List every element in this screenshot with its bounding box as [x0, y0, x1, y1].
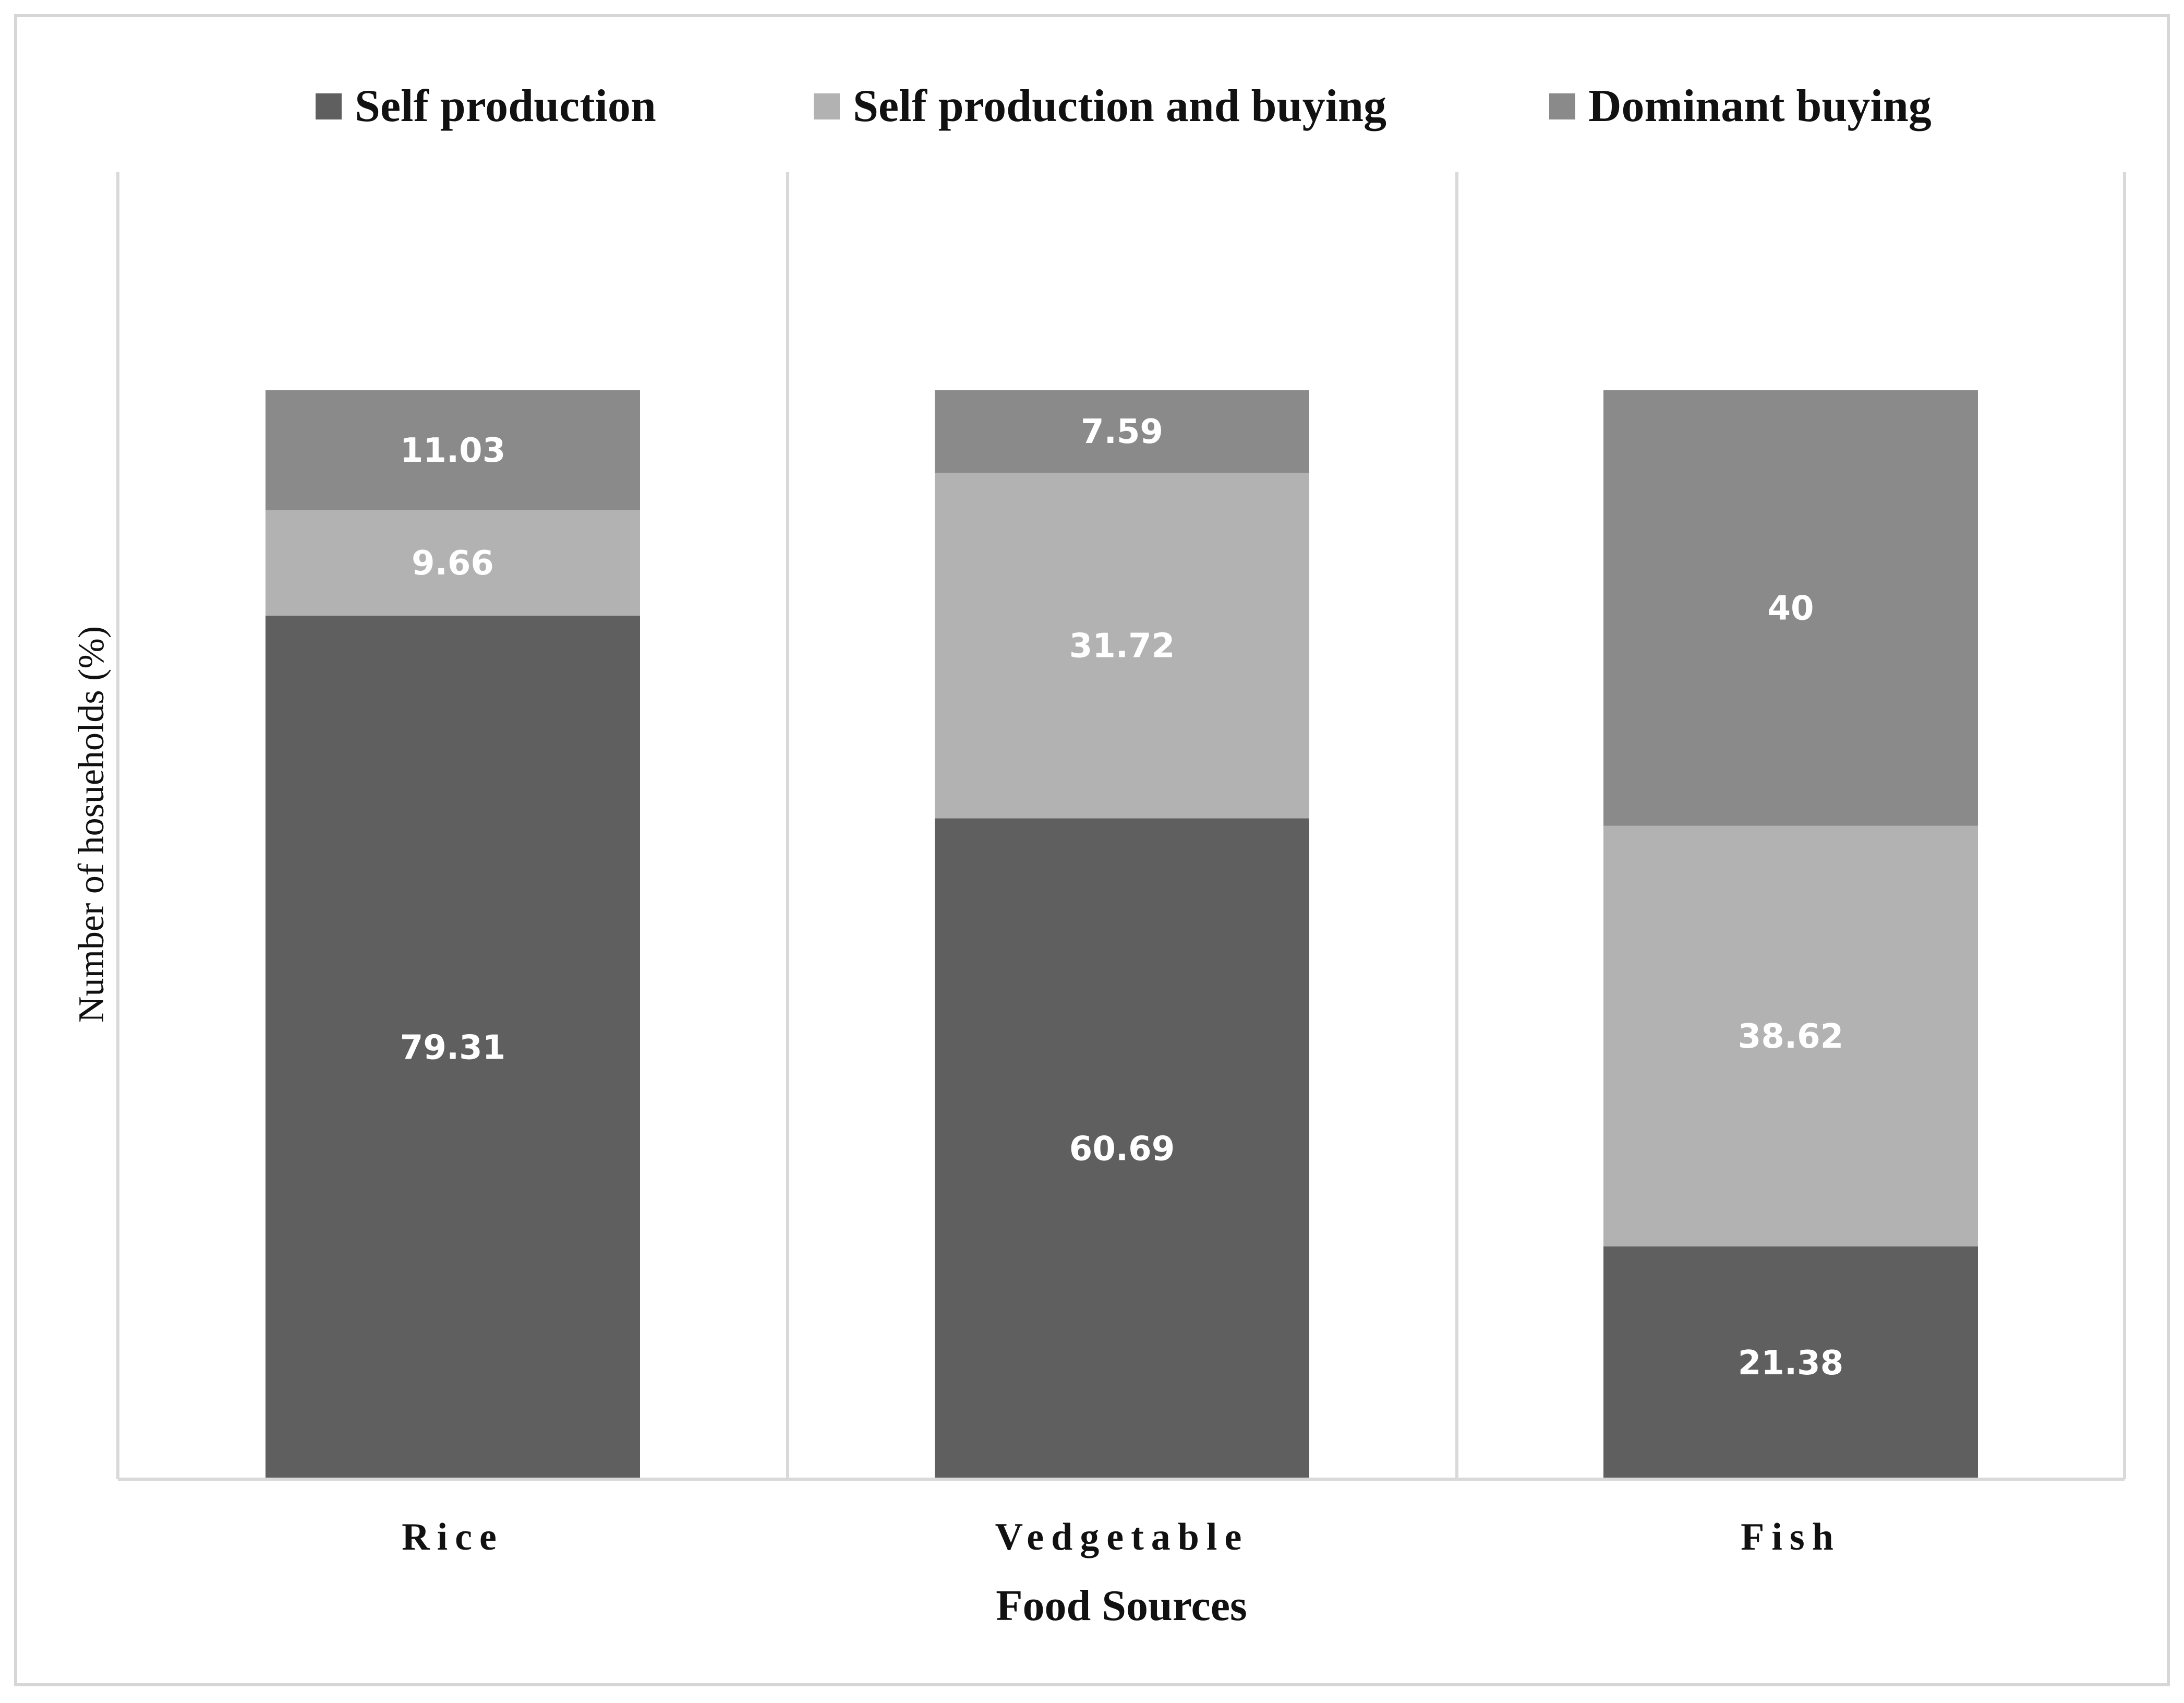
bar-vedgetable-self-production [935, 818, 1309, 1479]
data-label-fish-dominant-buying: 40 [1767, 589, 1814, 628]
data-label-vedgetable-self-production-and-buying: 31.72 [1069, 627, 1175, 665]
x-axis-ticks: Rice Vedgetable Fish [402, 1516, 1841, 1558]
x-tick-label-rice: Rice [402, 1516, 504, 1558]
plot-frame [116, 172, 2126, 1479]
legend-label-dominant-buying: Dominant buying [1588, 81, 1932, 131]
bar-fish-self-production-and-buying [1603, 825, 1978, 1246]
legend: Self production Self production and buyi… [316, 81, 1932, 131]
bar-rice-dominant-buying [266, 390, 640, 511]
legend-swatch-dominant-buying [1549, 93, 1575, 119]
x-tick-label-fish: Fish [1741, 1516, 1841, 1558]
legend-swatch-self-production [316, 93, 342, 119]
bar-rice-self-production [266, 615, 640, 1479]
legend-label-self-production: Self production [355, 81, 656, 131]
data-label-vedgetable-self-production: 60.69 [1069, 1130, 1175, 1169]
x-axis-title: Food Sources [996, 1581, 1247, 1630]
bar-fish-dominant-buying [1603, 390, 1978, 826]
bar-vedgetable-dominant-buying [935, 390, 1309, 473]
data-label-rice-self-production: 79.31 [400, 1028, 505, 1067]
x-tick-label-vedgetable: Vedgetable [995, 1516, 1249, 1558]
bar-vedgetable-self-production-and-buying [935, 473, 1309, 819]
bar-fish-self-production [1603, 1246, 1978, 1479]
data-labels: 79.31 9.66 11.03 60.69 31.72 7.59 21.38 38.62 40 [400, 413, 1843, 1383]
y-axis-title: Number of hosueholds (%) [71, 626, 112, 1023]
bar-rice-self-production-and-buying [266, 510, 640, 616]
data-label-rice-self-production-and-buying: 9.66 [412, 544, 494, 583]
data-label-rice-dominant-buying: 11.03 [400, 431, 505, 470]
legend-swatch-self-production-and-buying [814, 93, 840, 119]
data-label-fish-self-production-and-buying: 38.62 [1738, 1017, 1843, 1056]
legend-label-self-production-and-buying: Self production and buying [853, 81, 1386, 131]
bars [266, 390, 1978, 1479]
data-label-vedgetable-dominant-buying: 7.59 [1081, 413, 1163, 451]
data-label-fish-self-production: 21.38 [1738, 1344, 1843, 1383]
